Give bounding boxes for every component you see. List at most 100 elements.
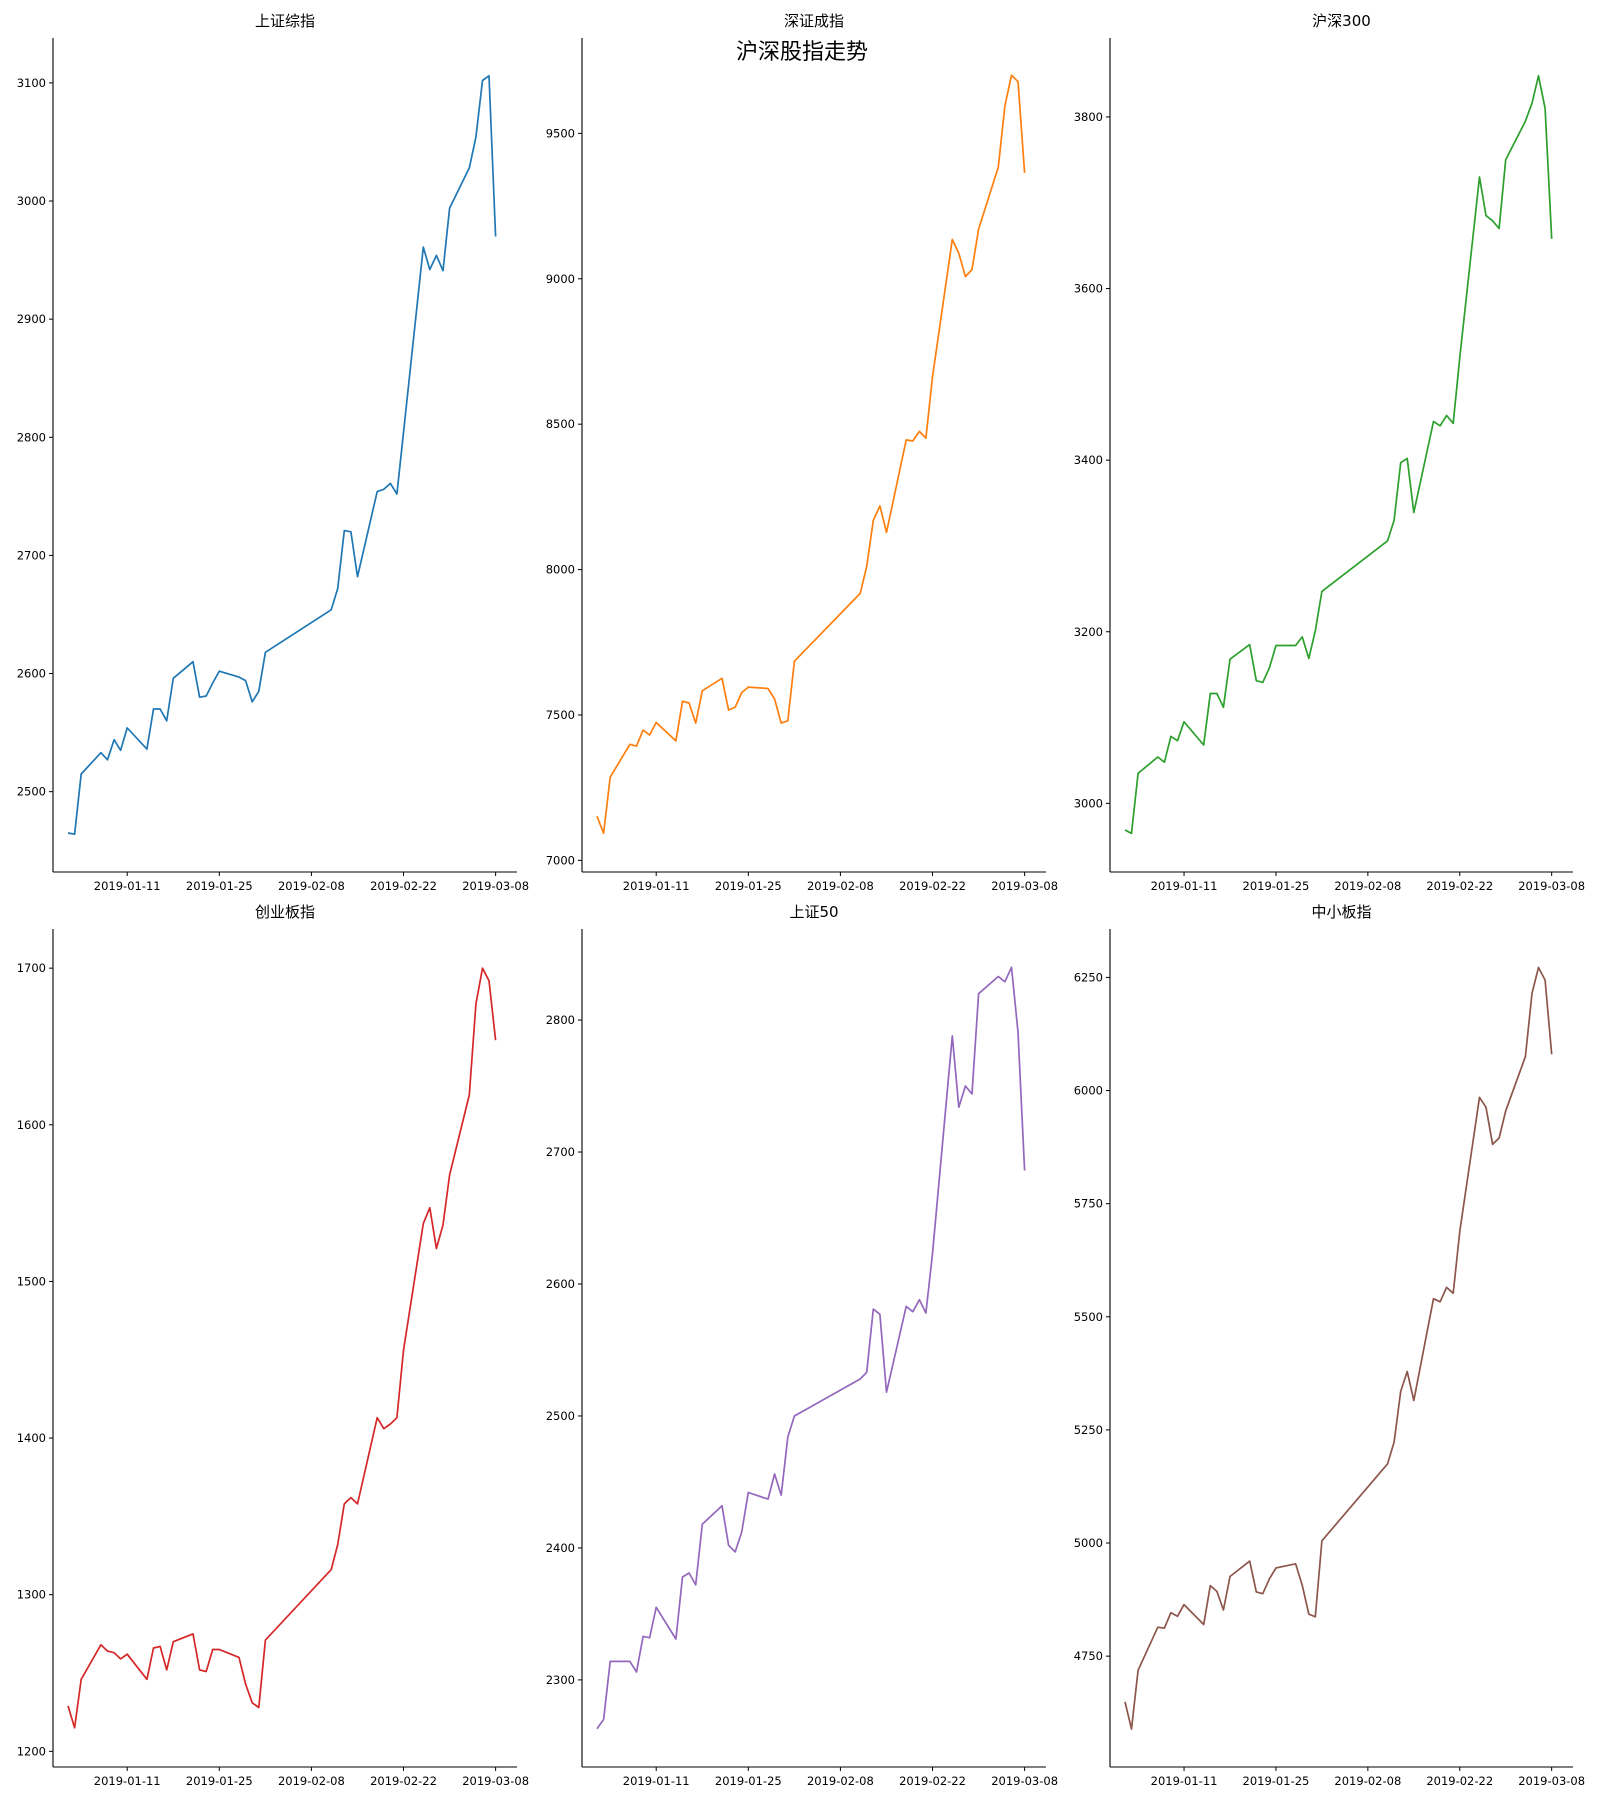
figure-title: 沪深股指走势 [735,40,868,65]
subplot-title: 深证成指 [784,12,844,30]
series-line [1124,966,1553,1730]
data-point [495,1039,497,1041]
data-point [1321,1540,1323,1542]
data-point [153,1647,155,1649]
data-point [265,1639,267,1641]
y-tick-label: 5000 [1074,1536,1103,1550]
data-point [682,1576,684,1578]
data-point [376,1417,378,1419]
data-point [357,1503,359,1505]
data-point [1308,658,1310,660]
y-tick-label: 2600 [17,667,46,681]
data-point [100,1644,102,1646]
data-point [675,1638,677,1640]
data-point [978,228,980,230]
data-point [998,166,1000,168]
data-point [390,483,392,485]
data-point [794,660,796,662]
data-point [695,722,697,724]
y-tick-label: 2800 [546,1013,575,1027]
data-point [159,708,161,710]
subplot-title: 上证50 [789,903,838,921]
x-tick-label: 2019-02-22 [899,879,966,893]
data-point [642,729,644,731]
y-tick-label: 2300 [546,1673,575,1687]
data-point [1551,238,1553,240]
data-point [1024,172,1026,174]
data-point [219,670,221,672]
data-point [1315,630,1317,632]
data-point [675,740,677,742]
data-point [1485,1106,1487,1108]
y-tick-label: 6250 [1074,970,1103,984]
data-point [965,1085,967,1087]
data-point [172,1641,174,1643]
data-point [1393,519,1395,521]
y-tick-label: 9500 [546,126,575,140]
data-point [655,722,657,724]
data-point [866,566,868,568]
data-point [919,1299,921,1301]
data-point [1177,1616,1179,1618]
data-point [1485,215,1487,217]
x-tick-label: 2019-02-08 [1334,879,1401,893]
x-tick-label: 2019-01-11 [94,1774,161,1788]
y-tick-label: 3000 [17,194,46,208]
y-tick-label: 1700 [17,961,46,975]
series-line [596,966,1026,1730]
data-point [965,276,967,278]
data-point [1004,105,1006,107]
data-point [80,1678,82,1680]
data-point [649,734,651,736]
data-point [1551,1054,1553,1056]
data-point [344,1503,346,1505]
data-point [192,1633,194,1635]
y-tick-label: 7000 [546,853,575,867]
data-point [1210,1585,1212,1587]
y-tick-label: 3600 [1074,282,1103,296]
data-point [1164,1627,1166,1629]
subplot-3: 沪深300 3000 3200 3400 3600 3800 2019-01-11 2019-… [1074,12,1585,893]
x-tick-label: 2019-02-08 [278,1774,345,1788]
y-tick-label: 9000 [546,272,575,286]
data-point [774,1473,776,1475]
data-point [1301,636,1303,638]
data-point [951,1035,953,1037]
data-point [488,980,490,982]
data-point [396,1417,398,1419]
data-point [1249,1560,1251,1562]
x-tick-label: 2019-01-25 [186,1774,253,1788]
data-point [886,1391,888,1393]
data-point [695,1584,697,1586]
data-point [1459,1230,1461,1232]
data-point [126,727,128,729]
data-point [120,750,122,752]
data-point [873,520,875,522]
y-tick-label: 2500 [17,785,46,799]
data-point [166,720,168,722]
data-point [357,576,359,578]
data-point [67,832,69,834]
data-point [1124,829,1126,831]
data-point [649,1637,651,1639]
data-point [153,708,155,710]
y-tick-label: 5750 [1074,1197,1103,1211]
data-point [442,270,444,272]
data-point [787,1436,789,1438]
data-point [767,688,769,690]
data-point [1538,75,1540,77]
data-point [787,720,789,722]
data-point [469,1094,471,1096]
data-point [728,1544,730,1546]
y-tick-label: 3400 [1074,453,1103,467]
data-point [1183,1604,1185,1606]
data-point [390,1423,392,1425]
data-point [655,1607,657,1609]
data-point [1157,756,1159,758]
data-point [951,239,953,241]
x-tick-label: 2019-01-11 [1151,879,1218,893]
data-point [330,1569,332,1571]
data-point [265,651,267,653]
data-point [159,1646,161,1648]
